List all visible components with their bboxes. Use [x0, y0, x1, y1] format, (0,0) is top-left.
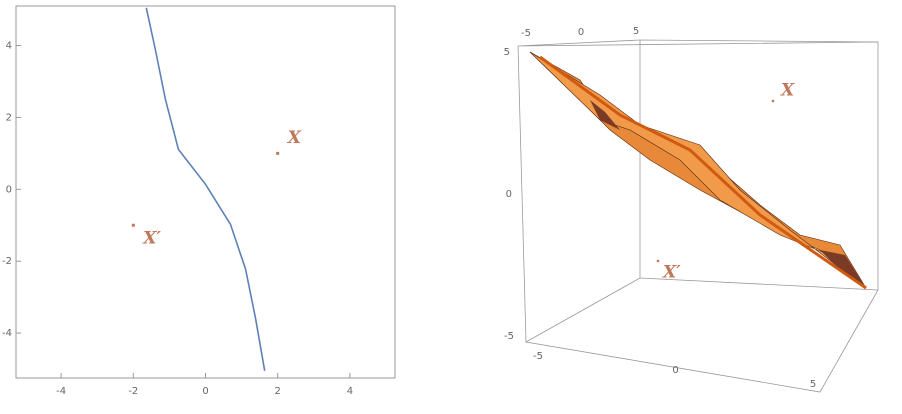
point-label: X [287, 128, 302, 148]
point [656, 259, 660, 263]
y-tick-label: 5 [810, 379, 816, 390]
x-tick-label: 0 [202, 386, 208, 397]
plot-frame [15, 5, 396, 379]
x-tick-label: 4 [347, 386, 353, 397]
point [131, 223, 135, 227]
x-tick-label: 0 [578, 27, 584, 38]
y-tick-label: 4 [6, 41, 12, 52]
x-tick-label: 2 [275, 386, 281, 397]
y-tick-label: 0 [6, 184, 12, 195]
point-label: X′ [142, 229, 161, 249]
point-label: X [780, 81, 795, 101]
z-tick-label: 5 [504, 47, 510, 58]
y-tick-label: -5 [533, 351, 543, 362]
y-tick-label: -2 [2, 256, 12, 267]
z-tick-label: 0 [506, 189, 512, 200]
x-tick-label: -2 [128, 386, 138, 397]
point [276, 151, 280, 155]
curve [145, 7, 266, 371]
x-tick-label: -5 [521, 28, 531, 39]
y-tick-label: 0 [672, 365, 678, 376]
y-tick-label: -4 [2, 328, 12, 339]
x-tick-label: 5 [633, 26, 639, 37]
point [771, 99, 775, 103]
point-label: X′ [662, 263, 681, 283]
y-tick-label: 2 [6, 112, 12, 123]
x-tick-label: -4 [56, 386, 66, 397]
box-3d [517, 39, 879, 393]
z-tick-label: -5 [504, 331, 514, 342]
surface-3d [529, 51, 867, 290]
